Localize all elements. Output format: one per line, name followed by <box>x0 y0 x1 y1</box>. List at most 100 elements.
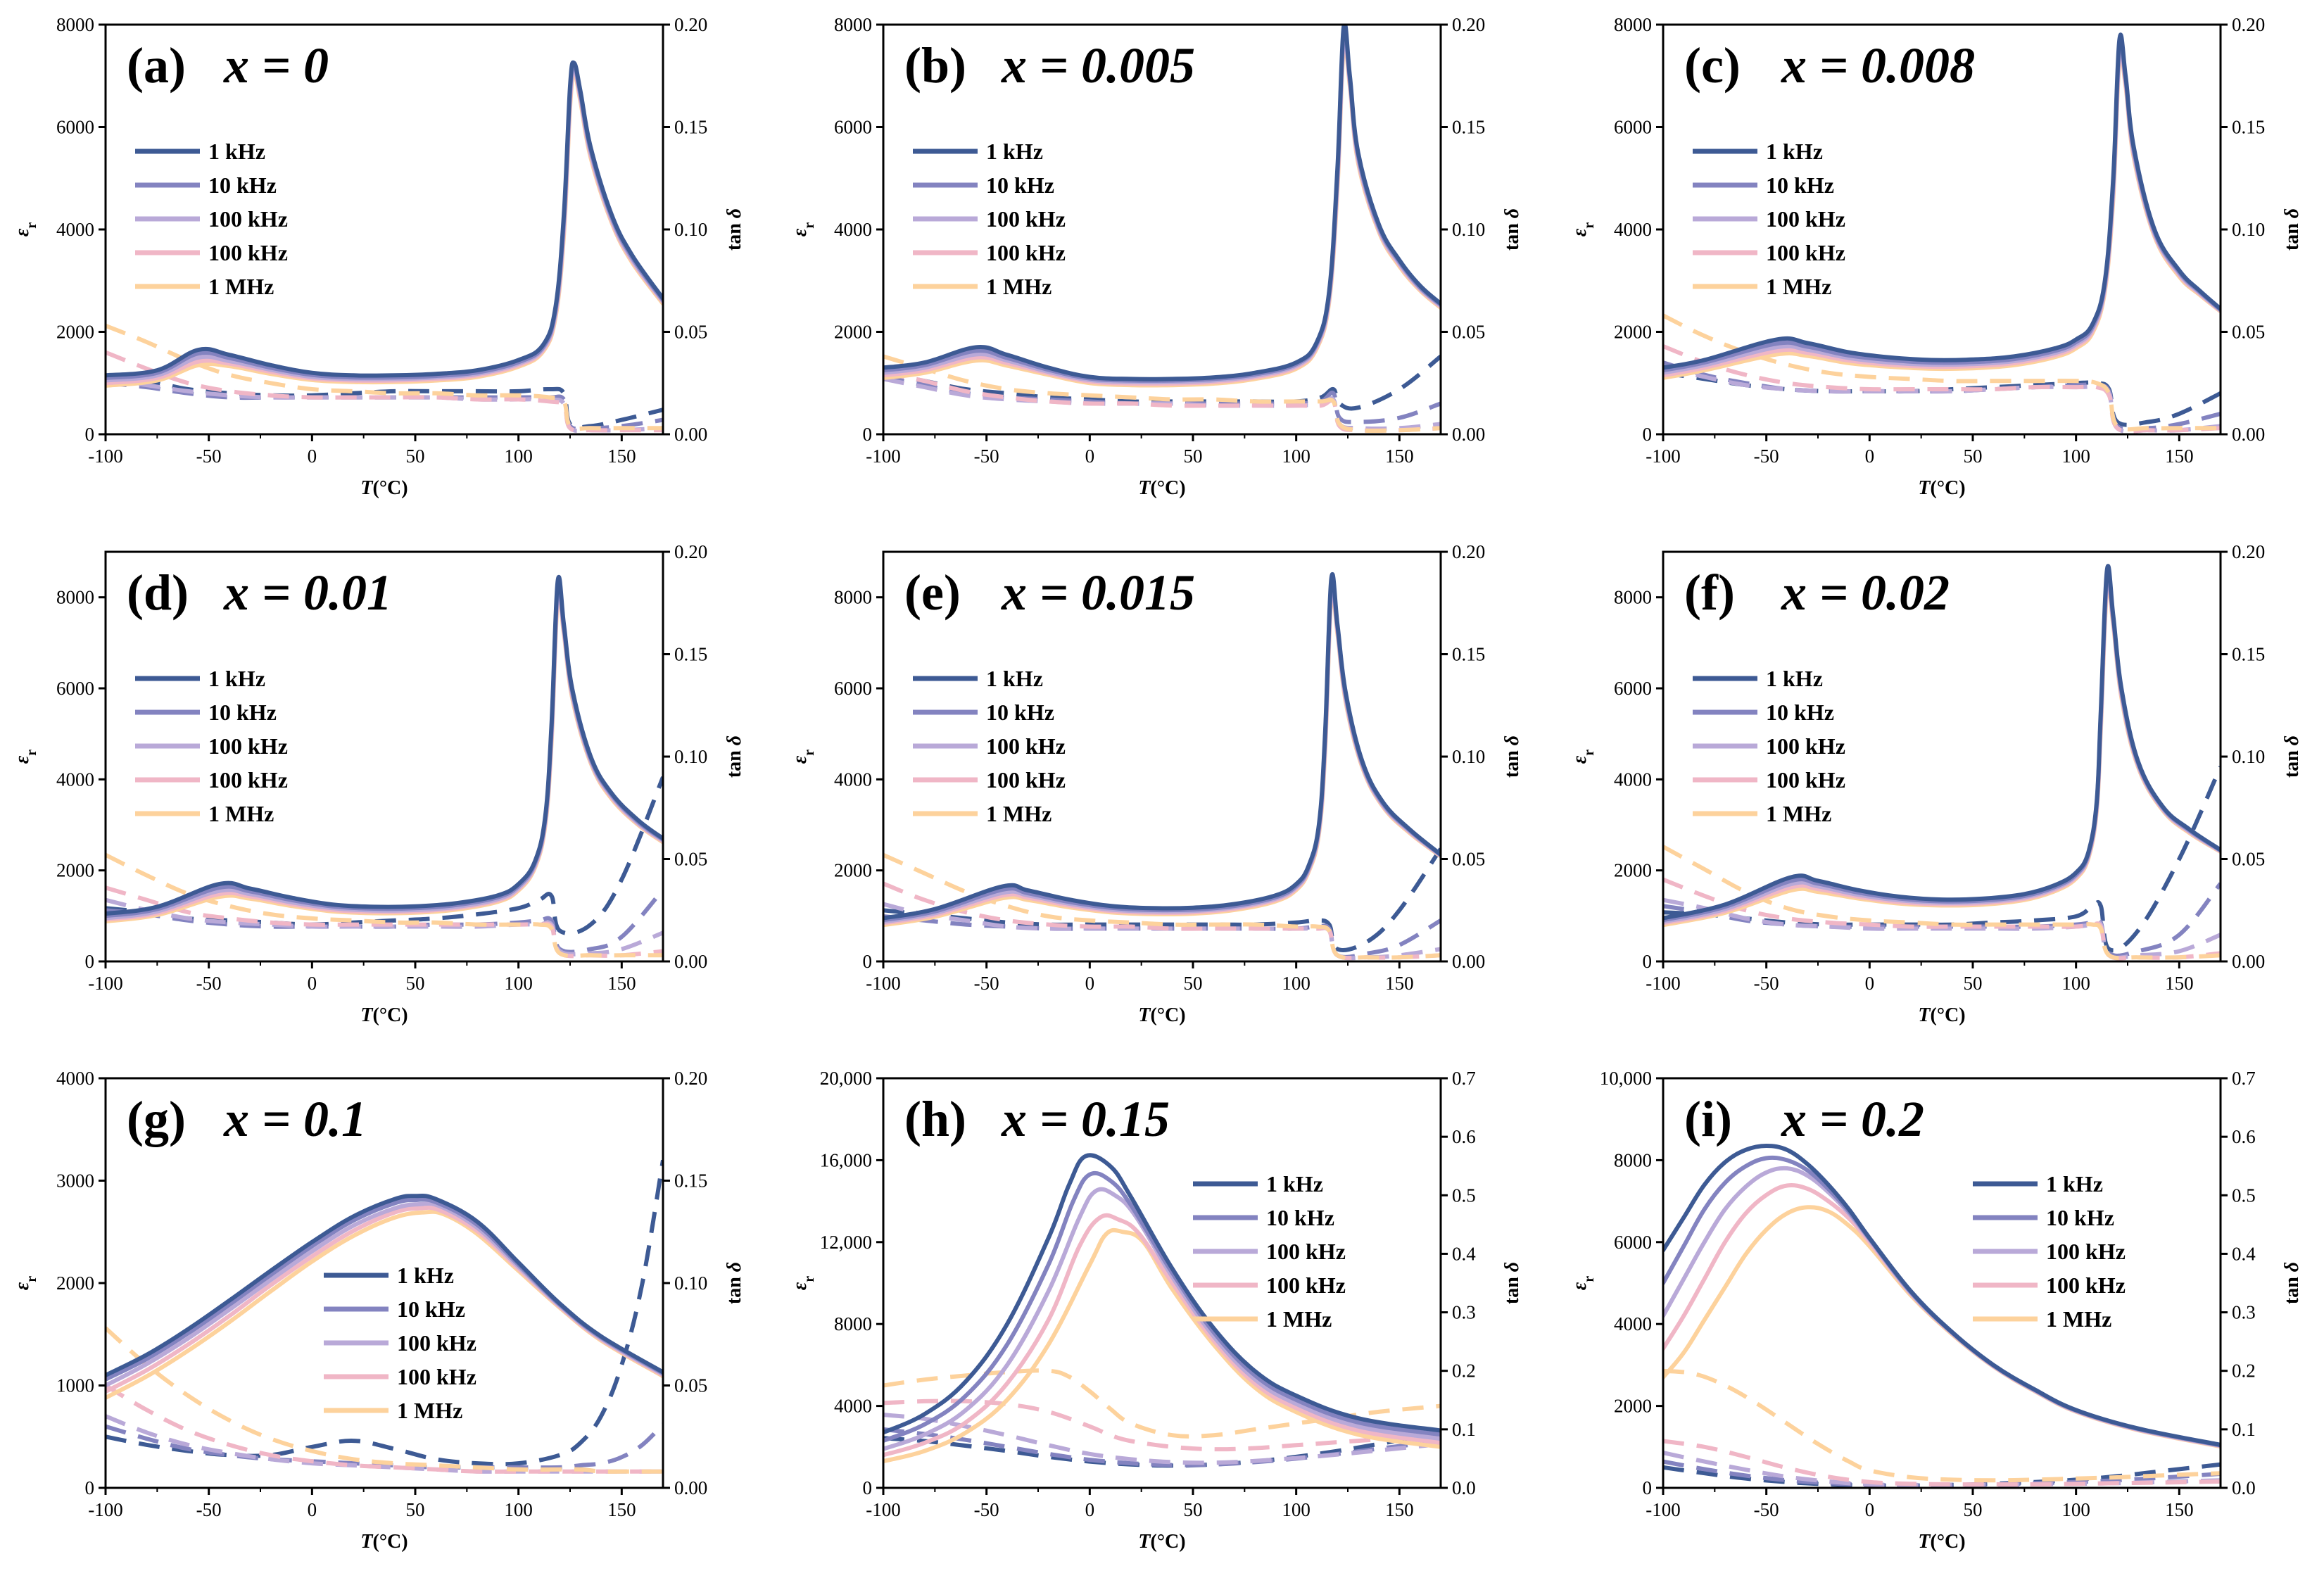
legend-label: 1 kHz <box>208 139 265 164</box>
x-tick-label: 100 <box>2061 1499 2090 1520</box>
tan-delta-line-4 <box>106 1383 663 1474</box>
y-tick-label: 0 <box>1643 424 1653 445</box>
y-tick-label: 0 <box>1643 1477 1653 1498</box>
x-tick-label: 150 <box>1385 446 1414 467</box>
panel-label: (e) <box>904 564 961 621</box>
y2-tick-label: 0.5 <box>2232 1185 2256 1206</box>
tan-delta-line-1 <box>883 847 1441 952</box>
permittivity-line-1 <box>106 574 663 916</box>
panel-label: (d) <box>127 564 189 621</box>
y2-tick-label: 0.0 <box>2232 1477 2256 1498</box>
y2-tick-label: 0.15 <box>2232 644 2265 665</box>
y2-tick-label: 0.20 <box>1452 541 1485 562</box>
y-axis-label: εr <box>789 1276 817 1290</box>
y2-tick-label: 0.6 <box>2232 1126 2256 1147</box>
permittivity-line-1 <box>1663 564 2221 921</box>
x-tick-label: 150 <box>1385 973 1414 994</box>
x-tick-label: 0 <box>1865 1499 1875 1520</box>
permittivity-line-5 <box>883 588 1441 928</box>
y-tick-label: 4000 <box>56 1068 94 1089</box>
y2-axis-label: tan δ <box>724 208 745 251</box>
axes-frame <box>104 1077 664 1489</box>
y-axis-label: εr <box>1569 1276 1597 1290</box>
panel-composition: x = 0 <box>223 37 329 94</box>
x-axis-label: T(°C) <box>360 1531 408 1553</box>
legend-label: 10 kHz <box>1766 700 1834 725</box>
tan-delta-line-1 <box>106 374 663 430</box>
permittivity-line-4 <box>106 1205 663 1394</box>
panel-composition: x = 0.02 <box>1781 564 1950 621</box>
y2-axis-label: tan δ <box>1501 735 1523 778</box>
y2-tick-label: 0.05 <box>1452 849 1485 870</box>
x-tick-label: -100 <box>88 1499 123 1520</box>
plot-area <box>1663 32 2221 434</box>
y-tick-label: 10,000 <box>1600 1068 1652 1089</box>
permittivity-line-5 <box>1663 51 2221 380</box>
y2-tick-label: 0.4 <box>2232 1243 2256 1264</box>
y2-tick-label: 0.00 <box>1452 951 1485 972</box>
y2-tick-label: 0.15 <box>674 117 707 138</box>
x-tick-label: 150 <box>2165 973 2194 994</box>
x-tick-label: 50 <box>406 1499 425 1520</box>
plot-area <box>106 60 663 434</box>
y2-axis-label: tan δ <box>2281 1262 2303 1304</box>
permittivity-line-1 <box>883 25 1441 381</box>
legend-label: 1 kHz <box>397 1263 454 1288</box>
y-tick-label: 0 <box>1643 951 1653 972</box>
x-tick-label: 0 <box>308 1499 317 1520</box>
panel-e: -100 -50 0 50 100 150 0 2000 4000 6000 8000 0.00 0.0… <box>789 541 1523 1026</box>
legend: 1 kHz 10 kHz 100 kHz 100 kHz 1 MHz <box>913 666 1066 826</box>
x-tick-label: 100 <box>504 446 533 467</box>
y-tick-label: 6000 <box>834 117 872 138</box>
panel-a: -100 -50 0 50 100 150 0 2000 4000 6000 8000 0.00 0.0… <box>11 14 745 499</box>
legend-label: 100 kHz <box>208 206 288 232</box>
legend: 1 kHz 10 kHz 100 kHz 100 kHz 1 MHz <box>913 139 1066 299</box>
permittivity-line-1 <box>883 572 1441 921</box>
legend-label: 10 kHz <box>2046 1205 2114 1230</box>
y-tick-label: 8000 <box>1614 1149 1652 1170</box>
permittivity-line-2 <box>1663 1155 2221 1448</box>
y2-tick-label: 0.0 <box>1452 1477 1476 1498</box>
y-tick-label: 2000 <box>1614 860 1652 881</box>
panel-label: (f) <box>1684 564 1735 621</box>
legend-label: 100 kHz <box>1766 206 1845 232</box>
y-tick-label: 6000 <box>1614 678 1652 699</box>
y2-tick-label: 0.10 <box>2232 219 2265 240</box>
y2-tick-label: 0.7 <box>1452 1068 1476 1089</box>
y2-tick-label: 0.20 <box>674 14 707 35</box>
x-tick-label: 150 <box>1385 1499 1414 1520</box>
y-tick-label: 0 <box>85 951 95 972</box>
y2-tick-label: 0.4 <box>1452 1243 1476 1264</box>
legend: 1 kHz 10 kHz 100 kHz 100 kHz 1 MHz <box>135 139 288 299</box>
legend-label: 1 MHz <box>986 801 1052 826</box>
legend-label: 100 kHz <box>208 240 288 265</box>
y-tick-label: 0 <box>863 424 873 445</box>
x-tick-label: 50 <box>1184 973 1203 994</box>
y-axis-label: εr <box>789 222 817 236</box>
x-tick-label: 0 <box>308 446 317 467</box>
y2-tick-label: 0.15 <box>1452 117 1485 138</box>
panel-label: (i) <box>1684 1091 1732 1147</box>
legend-label: 10 kHz <box>986 700 1054 725</box>
y2-tick-label: 0.15 <box>1452 644 1485 665</box>
y-tick-label: 2000 <box>56 1273 94 1294</box>
permittivity-line-5 <box>883 40 1441 388</box>
legend: 1 kHz 10 kHz 100 kHz 100 kHz 1 MHz <box>135 666 288 826</box>
y-tick-label: 6000 <box>1614 1232 1652 1253</box>
legend-label: 1 kHz <box>1266 1171 1323 1196</box>
x-tick-label: -50 <box>1754 446 1779 467</box>
plot-area <box>883 572 1441 961</box>
y2-axis-label: tan δ <box>1501 1262 1523 1304</box>
y2-tick-label: 0.00 <box>674 1477 707 1498</box>
legend-label: 100 kHz <box>1766 240 1845 265</box>
panel-composition: x = 0.008 <box>1781 37 1975 94</box>
y2-axis-label: tan δ <box>2281 735 2303 778</box>
x-tick-label: -50 <box>1754 973 1779 994</box>
legend-label: 100 kHz <box>986 206 1066 232</box>
panel-c: -100 -50 0 50 100 150 0 2000 4000 6000 8000 0.00 0.0… <box>1569 14 2303 499</box>
x-tick-label: -100 <box>866 446 901 467</box>
permittivity-line-5 <box>883 1227 1441 1464</box>
y2-tick-label: 0.15 <box>2232 117 2265 138</box>
tan-delta-line-3 <box>106 377 663 434</box>
y-tick-label: 2000 <box>834 322 872 343</box>
